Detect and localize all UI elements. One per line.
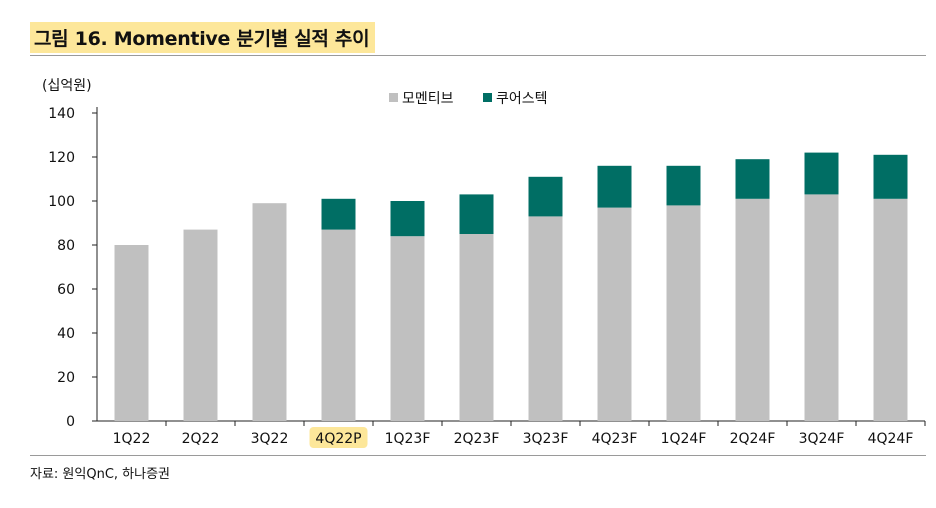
x-tick-label: 2Q23F: [454, 431, 500, 447]
x-tick-label: 3Q23F: [523, 431, 569, 447]
bar-momentive: [666, 205, 701, 421]
bar-coorstek: [873, 154, 908, 199]
bottom-divider: [30, 455, 926, 456]
bar-coorstek: [597, 165, 632, 208]
bar-momentive: [183, 229, 218, 421]
x-tick-label: 2Q24F: [730, 431, 776, 447]
bar-momentive: [252, 203, 287, 421]
bar-coorstek: [735, 159, 770, 199]
bar-coorstek: [321, 198, 356, 230]
y-tick-label: 40: [57, 326, 75, 342]
bar-momentive: [321, 229, 356, 421]
bar-coorstek: [804, 152, 839, 195]
chart-title: 그림 16. Momentive 분기별 실적 추이: [30, 22, 376, 53]
bar-momentive: [804, 194, 839, 421]
y-tick-label: 60: [57, 282, 75, 298]
bar-momentive: [114, 245, 149, 421]
bar-momentive: [459, 234, 494, 421]
y-tick-label: 140: [48, 106, 75, 122]
bar-momentive: [735, 198, 770, 421]
bar-momentive: [597, 207, 632, 421]
bar-coorstek: [528, 176, 563, 217]
x-tick-label: 4Q23F: [592, 431, 638, 447]
x-tick-label: 4Q24F: [868, 431, 914, 447]
bar-momentive: [528, 216, 563, 421]
x-tick-label: 1Q22: [113, 431, 151, 447]
y-tick-label: 100: [48, 194, 75, 210]
y-tick-label: 0: [66, 414, 75, 430]
bar-coorstek: [390, 201, 425, 237]
source-note: 자료: 원익QnC, 하나증권: [30, 467, 171, 482]
x-tick-label: 4Q22P: [315, 431, 361, 447]
x-label-highlight: [309, 427, 368, 448]
chart-title-wrap: 그림 16. Momentive 분기별 실적 추이: [30, 22, 376, 53]
legend-label: 쿠어스텍: [496, 91, 548, 107]
legend-swatch: [483, 93, 492, 102]
bar-coorstek: [459, 194, 494, 234]
y-tick-label: 120: [48, 150, 75, 166]
y-tick-label: 20: [57, 370, 75, 386]
x-tick-label: 1Q23F: [385, 431, 431, 447]
legend-label: 모멘티브: [402, 91, 454, 107]
x-tick-label: 3Q22: [251, 431, 289, 447]
top-divider: [30, 55, 926, 56]
x-tick-label: 1Q24F: [661, 431, 707, 447]
x-tick-label: 3Q24F: [799, 431, 845, 447]
bar-momentive: [873, 198, 908, 421]
bar-coorstek: [666, 165, 701, 206]
bar-momentive: [390, 236, 425, 421]
y-tick-label: 80: [57, 238, 75, 254]
y-unit-label: (십억원): [42, 78, 92, 94]
x-tick-label: 2Q22: [182, 431, 220, 447]
legend-swatch: [389, 93, 398, 102]
